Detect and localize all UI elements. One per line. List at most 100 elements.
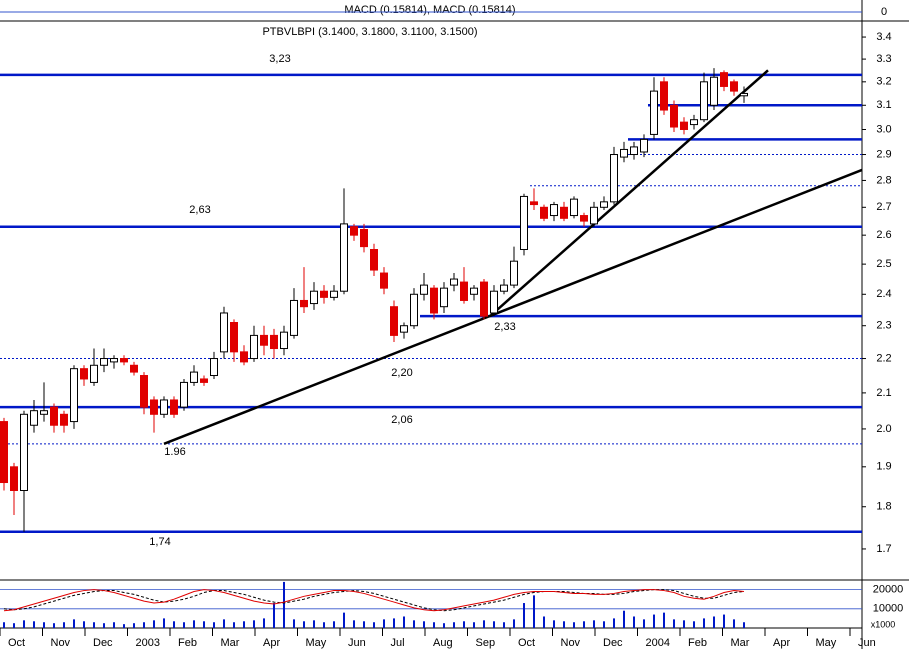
candle-body: [0, 421, 8, 484]
candle-body: [480, 281, 488, 317]
candle-body: [380, 272, 388, 289]
y-tick-label: 1.9: [876, 461, 891, 473]
candle-body: [610, 154, 618, 203]
volume-bar: [173, 621, 175, 628]
volume-bar: [263, 618, 265, 628]
oscillator-slow: [3, 589, 745, 612]
candle-body: [110, 358, 118, 363]
candle-body: [80, 368, 88, 380]
candle-body: [240, 351, 248, 363]
candle-body: [230, 322, 238, 353]
volume-bar: [683, 620, 685, 628]
volume-bar: [163, 618, 165, 628]
level-annotation: 3,23: [269, 53, 290, 65]
volume-bar: [283, 581, 285, 628]
volume-bar: [243, 621, 245, 628]
candle-body: [150, 399, 158, 415]
volume-bar: [733, 619, 735, 628]
volume-bar: [303, 621, 305, 628]
volume-bar: [33, 621, 35, 628]
y-tick-label: 2.8: [876, 174, 891, 186]
x-tick-label: 2003: [136, 637, 160, 649]
candle-body: [410, 293, 418, 327]
volume-bar: [583, 621, 585, 628]
y-tick-label: 2.0: [876, 423, 891, 435]
volume-bar: [93, 622, 95, 628]
y-tick-label: 1.7: [876, 543, 891, 555]
candle-body: [210, 358, 218, 377]
candle-body: [570, 198, 578, 217]
y-tick-label: 1.8: [876, 501, 891, 513]
oscillator-fast: [3, 589, 745, 612]
volume-bar: [703, 618, 705, 628]
candle-body: [470, 287, 478, 295]
volume-bar: [643, 619, 645, 628]
candle-body: [220, 312, 228, 353]
volume-bar: [523, 603, 525, 628]
candle-body: [650, 90, 658, 135]
candle-body: [200, 378, 208, 383]
x-tick-label: Apr: [773, 637, 790, 649]
x-tick-label: Mar: [731, 637, 750, 649]
candle-body: [260, 334, 268, 346]
x-tick-label: Mar: [221, 637, 240, 649]
candle-body: [590, 206, 598, 225]
x-tick-label: 2004: [646, 637, 670, 649]
candle-body: [430, 287, 438, 314]
candle-body: [500, 284, 508, 292]
candle-body: [360, 229, 368, 248]
candle-body: [710, 76, 718, 106]
candle-body: [350, 226, 358, 236]
y-tick-label: 2.2: [876, 352, 891, 364]
volume-bar: [133, 623, 135, 628]
candle-body: [460, 281, 468, 301]
volume-bar: [143, 622, 145, 628]
volume-bar: [423, 621, 425, 628]
volume-bar: [183, 622, 185, 628]
candle-body: [180, 381, 188, 408]
candle-body: [550, 204, 558, 217]
candle-body: [70, 368, 78, 423]
volume-bar: [233, 622, 235, 628]
volume-bar: [743, 622, 745, 628]
volume-bar: [363, 621, 365, 628]
candle-body: [130, 364, 138, 373]
volume-bar: [673, 619, 675, 628]
volume-bar: [113, 622, 115, 628]
volume-bar: [463, 621, 465, 628]
volume-bar: [153, 620, 155, 628]
volume-bar: [573, 622, 575, 628]
candle-body: [680, 121, 688, 130]
volume-bar: [483, 620, 485, 628]
volume-bar: [343, 612, 345, 628]
candle-body: [510, 260, 518, 286]
volume-bar: [73, 619, 75, 628]
candle-body: [120, 358, 128, 363]
candle-body: [20, 413, 28, 492]
x-tick-label: Jun: [858, 637, 876, 649]
y-tick-label: 2.4: [876, 288, 891, 300]
volume-bar: [623, 610, 625, 628]
candle-body: [330, 290, 338, 298]
volume-bar: [83, 621, 85, 628]
candle-body: [730, 81, 738, 92]
x-tick-label: Dec: [603, 637, 623, 649]
y-tick-label: 2.3: [876, 320, 891, 332]
indicator-title: MACD (0.15814), MACD (0.15814): [344, 4, 515, 16]
trendline: [489, 69, 769, 318]
volume-bar: [543, 616, 545, 628]
candle-body: [670, 104, 678, 128]
x-tick-label: Nov: [561, 637, 581, 649]
candle-body: [660, 81, 668, 111]
volume-bar: [253, 620, 255, 628]
volume-bar: [633, 616, 635, 628]
volume-bar: [353, 620, 355, 628]
candle-body: [630, 146, 638, 156]
volume-bar: [193, 620, 195, 628]
level-annotation: 2,63: [189, 204, 210, 216]
volume-bar: [563, 621, 565, 628]
candle-body: [450, 278, 458, 286]
volume-bar: [443, 623, 445, 628]
